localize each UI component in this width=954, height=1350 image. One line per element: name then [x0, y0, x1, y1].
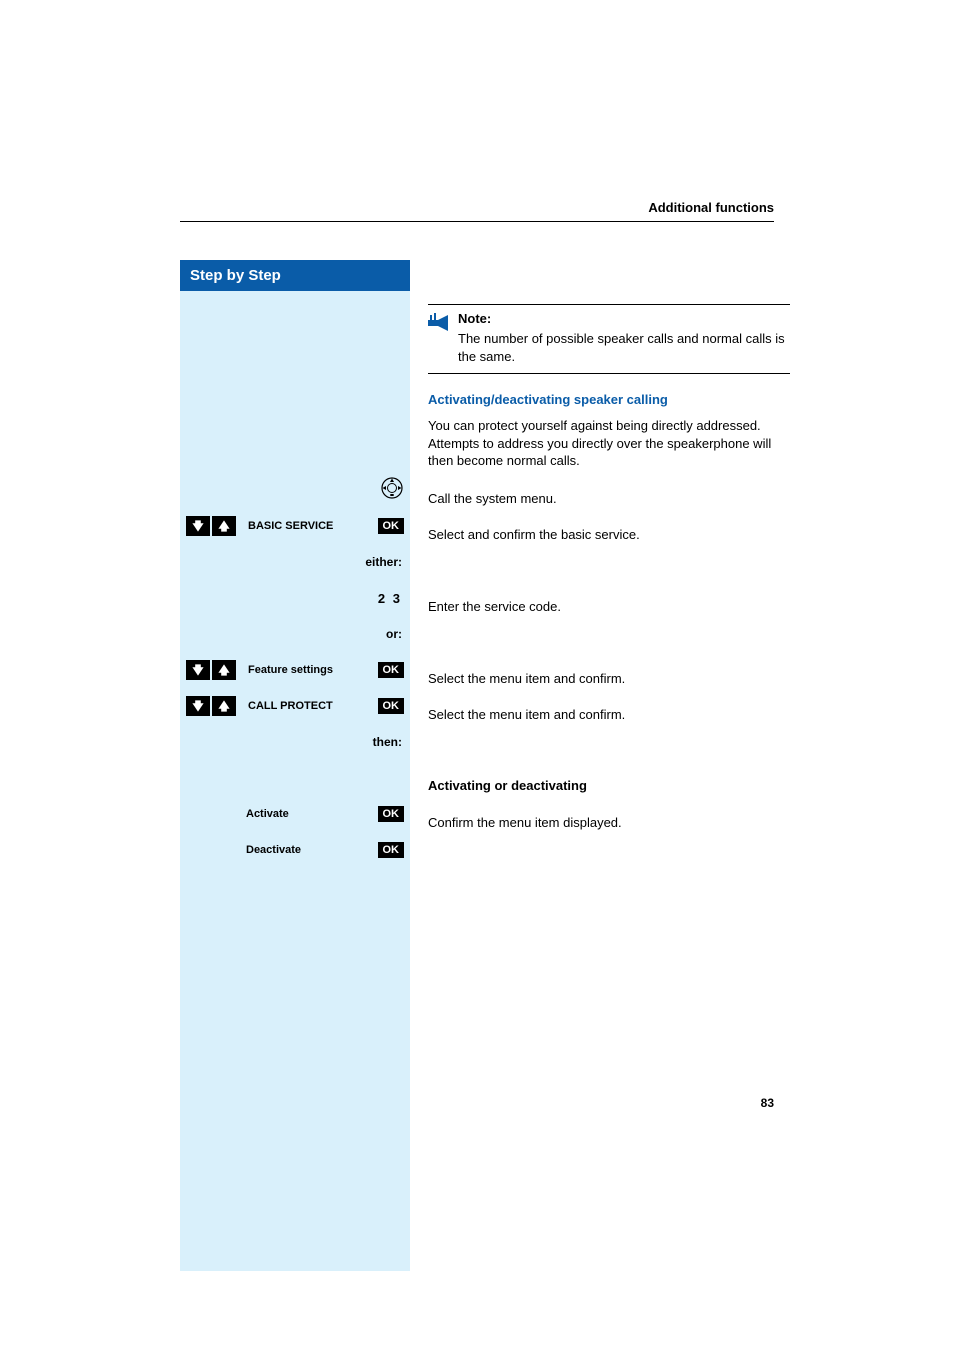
line-then-blank	[428, 736, 790, 766]
page-number: 83	[761, 1096, 774, 1110]
sidebar-spacer-top	[186, 299, 404, 475]
arrows-basic	[186, 516, 238, 536]
subheading-activating: Activating/deactivating speaker calling	[428, 392, 790, 407]
note-row: Note: The number of possible speaker cal…	[428, 311, 790, 365]
row-spacer-activating	[186, 763, 404, 793]
ok-badge: OK	[378, 518, 405, 534]
row-nav-disc	[186, 475, 404, 505]
nav-disc-icon	[380, 476, 404, 505]
line-confirm: Confirm the menu item displayed.	[428, 808, 790, 838]
label-activate: Activate	[186, 808, 374, 820]
note-text: Note: The number of possible speaker cal…	[458, 311, 790, 365]
line-deactivate-blank	[428, 844, 790, 874]
line-call-protect: Select the menu item and confirm.	[428, 700, 790, 730]
step-body: BASIC SERVICE OK either: 2 3 or:	[180, 291, 410, 1271]
label-or: or:	[186, 627, 404, 641]
label-code: 2 3	[186, 591, 404, 606]
arrow-down-icon	[186, 516, 210, 536]
label-feature-settings: Feature settings	[244, 664, 374, 676]
ok-badge: OK	[378, 662, 405, 678]
ok-badge: OK	[378, 842, 405, 858]
row-feature-settings: Feature settings OK	[186, 655, 404, 685]
row-either: either:	[186, 547, 404, 577]
line-call-menu: Call the system menu.	[428, 484, 790, 514]
arrow-down-icon	[186, 660, 210, 680]
row-activate: Activate OK	[186, 799, 404, 829]
label-either: either:	[186, 555, 404, 569]
running-header: Additional functions	[180, 200, 774, 222]
row-deactivate: Deactivate OK	[186, 835, 404, 865]
note-body: The number of possible speaker calls and…	[458, 330, 790, 365]
running-header-text: Additional functions	[180, 200, 774, 215]
intro-paragraph: You can protect yourself against being d…	[428, 417, 790, 470]
line-basic-service: Select and confirm the basic service.	[428, 520, 790, 550]
row-or: or:	[186, 619, 404, 649]
note-block: Note: The number of possible speaker cal…	[428, 304, 790, 374]
row-then: then:	[186, 727, 404, 757]
arrows-feature	[186, 660, 238, 680]
note-rule-bottom	[428, 373, 790, 374]
line-enter-code: Enter the service code.	[428, 592, 790, 622]
step-sidebar: Step by Step BASIC SERVICE	[180, 260, 410, 1271]
note-icon	[428, 311, 458, 338]
arrow-up-icon	[212, 696, 236, 716]
ok-badge: OK	[378, 698, 405, 714]
step-banner: Step by Step	[180, 260, 410, 291]
arrow-up-icon	[212, 660, 236, 680]
line-either-blank	[428, 556, 790, 586]
row-basic-service: BASIC SERVICE OK	[186, 511, 404, 541]
line-feature-settings: Select the menu item and confirm.	[428, 664, 790, 694]
label-basic-service: BASIC SERVICE	[244, 520, 374, 532]
arrow-up-icon	[212, 516, 236, 536]
row-call-protect: CALL PROTECT OK	[186, 691, 404, 721]
content-columns: Step by Step BASIC SERVICE	[180, 260, 790, 1271]
ok-badge: OK	[378, 806, 405, 822]
arrow-down-icon	[186, 696, 210, 716]
label-call-protect: CALL PROTECT	[244, 700, 374, 712]
header-rule	[180, 221, 774, 222]
activating-heading-text: Activating or deactivating	[428, 777, 587, 795]
main-column: Note: The number of possible speaker cal…	[410, 260, 790, 1271]
label-then: then:	[186, 735, 404, 749]
line-or-blank	[428, 628, 790, 658]
activating-heading: Activating or deactivating	[428, 772, 790, 802]
label-deactivate: Deactivate	[186, 844, 374, 856]
arrows-callprotect	[186, 696, 238, 716]
note-rule-top	[428, 304, 790, 305]
page: Additional functions Step by Step	[0, 0, 954, 1350]
note-title: Note:	[458, 311, 790, 326]
row-code: 2 3	[186, 583, 404, 613]
